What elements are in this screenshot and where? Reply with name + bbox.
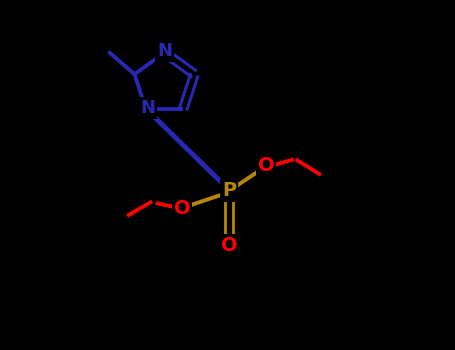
Text: P: P: [222, 181, 236, 200]
Text: N: N: [157, 42, 172, 60]
Text: O: O: [221, 236, 238, 255]
Text: N: N: [140, 99, 155, 117]
Text: O: O: [258, 156, 274, 175]
Text: O: O: [174, 199, 190, 218]
